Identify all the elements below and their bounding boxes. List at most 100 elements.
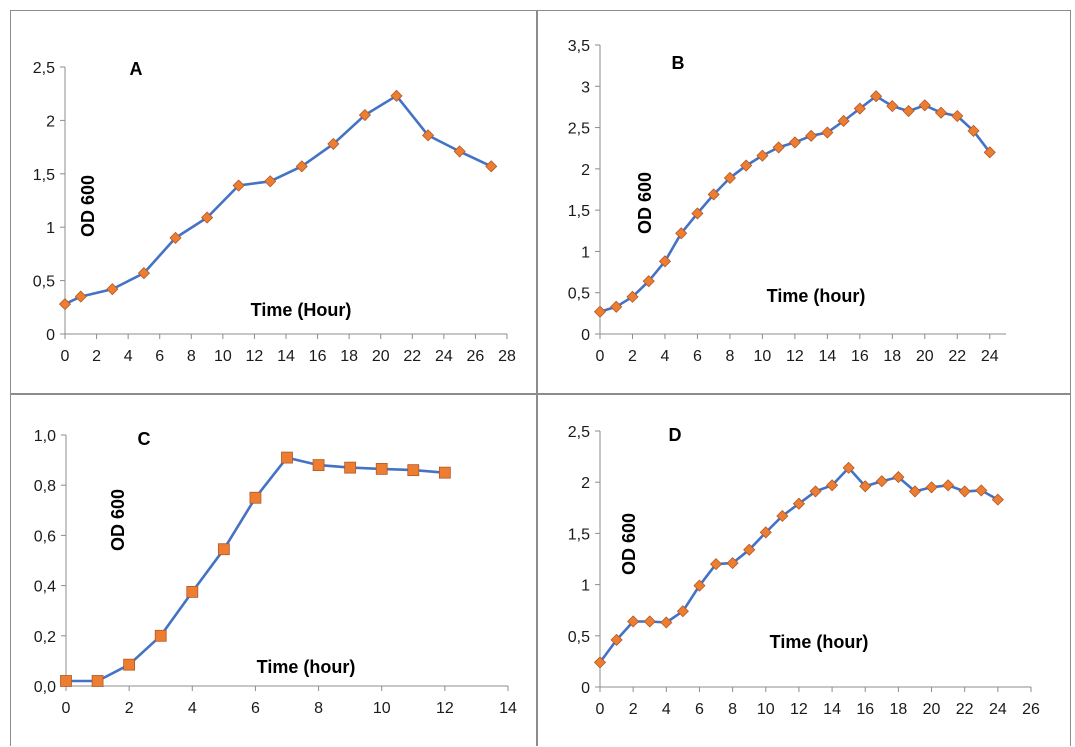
data-point xyxy=(642,275,655,288)
x-tick-label: 26 xyxy=(467,348,485,365)
x-tick-label: 22 xyxy=(948,348,966,365)
x-tick-label: 8 xyxy=(187,348,196,365)
y-tick-label: 2,5 xyxy=(568,121,590,138)
x-tick-label: 4 xyxy=(188,700,197,717)
x-tick-label: 2 xyxy=(125,700,134,717)
data-point xyxy=(295,160,308,173)
data-point xyxy=(593,656,607,669)
data-point xyxy=(643,615,656,628)
data-point xyxy=(967,124,980,137)
data-point xyxy=(660,616,673,629)
x-tick-label: 2 xyxy=(628,348,637,365)
x-tick-label: 8 xyxy=(725,348,734,365)
data-point xyxy=(772,141,785,154)
y-tick-label: 2,5 xyxy=(568,424,590,441)
data-point xyxy=(809,485,822,498)
x-tick-label: 24 xyxy=(981,348,999,365)
x-axis-label: Time (hour) xyxy=(257,657,356,677)
x-tick-label: 12 xyxy=(786,348,804,365)
y-tick-label: 1 xyxy=(46,220,55,237)
x-tick-label: 4 xyxy=(124,348,133,365)
data-point xyxy=(723,171,736,185)
data-point xyxy=(626,290,639,303)
data-point xyxy=(169,231,182,244)
data-point xyxy=(485,160,498,173)
data-point xyxy=(958,485,971,498)
data-point xyxy=(358,108,371,122)
chart-a-svg: 00,511,522,50 2 4 6 8 10 12 14 16 18 20 22 24 26 28ATi… xyxy=(33,59,516,365)
y-tick-label: 0,5 xyxy=(33,274,55,291)
x-tick-label: 12 xyxy=(436,700,454,717)
y-tick-label: 1,5 xyxy=(33,167,55,184)
y-tick-label: 1,0 xyxy=(34,428,56,445)
y-tick-label: 2 xyxy=(46,113,55,130)
y-tick-label: 0,4 xyxy=(34,579,56,596)
data-point xyxy=(186,585,199,598)
data-point xyxy=(837,114,850,128)
x-tick-label: 22 xyxy=(956,701,974,718)
data-point xyxy=(726,557,739,570)
y-tick-label: 0,0 xyxy=(34,679,56,696)
data-point xyxy=(407,464,420,477)
x-tick-label: 8 xyxy=(728,701,737,718)
x-tick-label: 14 xyxy=(499,700,517,717)
data-point xyxy=(902,104,915,118)
y-tick-label: 2 xyxy=(581,162,590,179)
y-tick-label: 0,5 xyxy=(568,286,590,303)
chart-title: B xyxy=(672,53,685,73)
data-point xyxy=(918,99,931,112)
data-point xyxy=(610,300,623,313)
data-point xyxy=(792,497,805,510)
chart-title: C xyxy=(138,429,151,449)
x-axis-label: Time (hour) xyxy=(770,632,869,652)
y-axis-label: OD 600 xyxy=(108,489,128,551)
x-tick-label: 0 xyxy=(61,348,70,365)
chart-title: D xyxy=(669,425,682,445)
x-tick-label: 26 xyxy=(1022,701,1040,718)
x-tick-label: 18 xyxy=(883,348,901,365)
data-point xyxy=(249,491,262,504)
y-tick-label: 2 xyxy=(581,475,590,492)
data-point xyxy=(821,126,834,139)
data-point xyxy=(106,283,119,296)
chart-title: A xyxy=(130,59,143,79)
data-point xyxy=(707,188,720,201)
x-tick-label: 10 xyxy=(373,700,391,717)
data-point xyxy=(693,579,706,592)
x-tick-label: 14 xyxy=(823,701,841,718)
data-point xyxy=(709,558,723,571)
y-tick-label: 3 xyxy=(581,79,590,96)
data-point xyxy=(776,509,789,523)
data-point xyxy=(658,255,672,268)
data-point xyxy=(759,526,772,539)
data-point xyxy=(842,461,855,474)
x-tick-label: 0 xyxy=(596,348,605,365)
data-point xyxy=(875,475,888,488)
y-tick-label: 0 xyxy=(581,680,590,697)
x-tick-label: 16 xyxy=(851,348,869,365)
chart-panel-d: 0 0,5 1 1,5 2 2,5 0 2 4 6 8 10 12 14 16 18 20 22 24 26 D Time… xyxy=(537,394,1071,746)
x-tick-label: 20 xyxy=(916,348,934,365)
data-point xyxy=(60,675,72,687)
x-tick-label: 6 xyxy=(693,348,702,365)
y-tick-label: 2,5 xyxy=(33,60,55,77)
data-point xyxy=(438,466,451,479)
chart-panel-a: 0 0,5 1 1,5 2 2,5 0 2 4 6 8 10 12 14 16 18 20 22 24 26 28 A Ti… xyxy=(10,10,537,394)
y-tick-label: 0,2 xyxy=(34,629,56,646)
series-line xyxy=(599,94,991,313)
data-point xyxy=(232,179,245,192)
data-point xyxy=(675,227,688,240)
data-point xyxy=(788,136,801,149)
x-tick-label: 4 xyxy=(662,701,671,718)
x-tick-label: 6 xyxy=(695,701,704,718)
data-point xyxy=(137,267,150,280)
data-point xyxy=(91,675,104,687)
chart-c-svg: 0,0 0,2 0,4 0,6 0,8 1,0 0 2 4 6 8 10 12 14 C Time (hour… xyxy=(34,428,517,717)
data-point xyxy=(217,543,230,556)
data-point xyxy=(123,658,136,671)
data-point xyxy=(892,471,905,484)
data-point xyxy=(886,100,899,113)
x-tick-label: 18 xyxy=(340,348,358,365)
x-tick-label: 2 xyxy=(629,701,638,718)
x-tick-label: 14 xyxy=(818,348,836,365)
